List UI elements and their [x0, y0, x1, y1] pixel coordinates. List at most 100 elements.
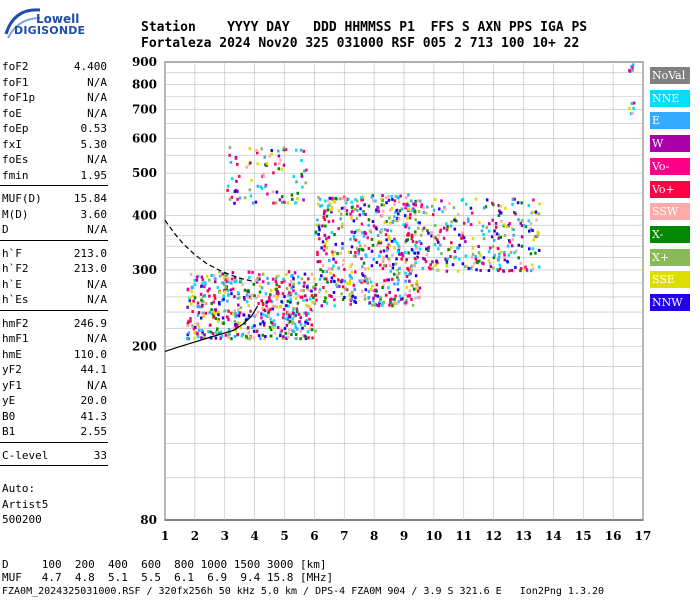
echo-point: [357, 228, 361, 232]
echo-point: [310, 309, 314, 313]
echo-point: [193, 296, 197, 300]
echo-point: [406, 294, 410, 298]
param-value: 246.9: [73, 316, 107, 330]
echo-point: [383, 220, 386, 224]
param-name: M(D): [2, 207, 29, 221]
echo-point: [407, 251, 410, 255]
echo-point: [309, 307, 313, 311]
echo-point: [274, 277, 278, 281]
echo-point: [407, 226, 411, 230]
echo-point: [418, 286, 422, 290]
echo-point: [379, 295, 382, 299]
echo-point: [290, 292, 293, 296]
echo-point: [243, 288, 247, 292]
echo-point: [492, 233, 496, 237]
echo-point: [497, 236, 500, 240]
echo-point: [210, 308, 213, 312]
echo-point: [431, 267, 435, 271]
echo-point: [300, 295, 304, 299]
echo-point: [282, 277, 285, 281]
echo-point: [535, 218, 538, 222]
echo-point: [343, 279, 347, 283]
echo-point: [264, 163, 267, 167]
echo-point: [340, 225, 344, 229]
logo-swoosh-icon: [4, 8, 41, 39]
echo-point: [307, 277, 310, 281]
echo-point: [390, 206, 394, 210]
echo-point: [266, 192, 269, 196]
echo-point: [395, 208, 399, 212]
echo-point: [286, 201, 290, 205]
echo-point: [433, 224, 437, 228]
echo-point: [186, 287, 190, 291]
echo-point: [352, 234, 356, 238]
echo-point: [283, 200, 286, 204]
echo-point: [332, 290, 336, 294]
echo-point: [226, 277, 230, 281]
echo-point: [414, 230, 417, 234]
echo-point: [503, 233, 507, 237]
echo-point: [380, 203, 384, 207]
echo-point: [396, 216, 399, 220]
echo-point: [267, 311, 270, 315]
echo-point: [455, 219, 458, 223]
echo-point: [318, 288, 322, 292]
echo-point: [482, 237, 486, 241]
echo-point: [632, 106, 635, 110]
echo-point: [285, 286, 289, 290]
echo-point: [314, 293, 318, 297]
y-tick-label: 400: [132, 208, 157, 222]
echo-point: [321, 270, 325, 274]
echo-point: [497, 233, 501, 237]
echo-point: [482, 206, 486, 210]
echo-point: [258, 277, 261, 281]
echo-point: [377, 241, 380, 245]
echo-point: [351, 209, 354, 213]
legend-item: SSE: [650, 271, 690, 289]
echo-point: [252, 329, 256, 333]
param-value: N/A: [87, 223, 107, 236]
echo-point: [464, 265, 467, 269]
echo-point: [324, 224, 327, 228]
echo-point: [390, 277, 394, 281]
echo-point: [321, 240, 325, 244]
echo-point: [203, 336, 207, 340]
echo-point: [255, 296, 258, 300]
echo-point: [368, 277, 372, 281]
echo-point: [263, 155, 267, 159]
echo-point: [525, 268, 529, 272]
echo-point: [310, 289, 313, 293]
echo-point: [491, 245, 495, 249]
echo-point: [362, 261, 366, 265]
echo-point: [281, 316, 285, 320]
echo-point: [354, 238, 358, 242]
echo-point: [237, 308, 240, 312]
echo-point: [318, 197, 322, 201]
legend-item: NoVal: [650, 67, 690, 84]
echo-point: [253, 314, 256, 318]
param-name: foE: [2, 106, 22, 120]
echo-point: [398, 266, 401, 270]
echo-point: [445, 269, 449, 273]
echo-point: [362, 210, 365, 214]
echo-point: [287, 304, 290, 308]
echo-point: [393, 282, 396, 286]
echo-point: [292, 283, 296, 287]
echo-point: [269, 288, 273, 292]
echo-point: [316, 250, 319, 254]
echo-point: [227, 309, 230, 313]
echo-point: [366, 280, 369, 284]
echo-point: [296, 197, 299, 201]
echo-point: [233, 295, 236, 299]
echo-point: [393, 302, 397, 306]
echo-point: [246, 317, 249, 321]
echo-point: [375, 260, 379, 264]
echo-point: [512, 210, 516, 214]
echo-point: [218, 274, 222, 278]
echo-point: [262, 321, 266, 325]
echo-point: [287, 311, 290, 315]
echo-point: [234, 326, 238, 330]
echo-point: [260, 299, 263, 303]
echo-point: [438, 207, 441, 211]
echo-point: [385, 248, 389, 252]
